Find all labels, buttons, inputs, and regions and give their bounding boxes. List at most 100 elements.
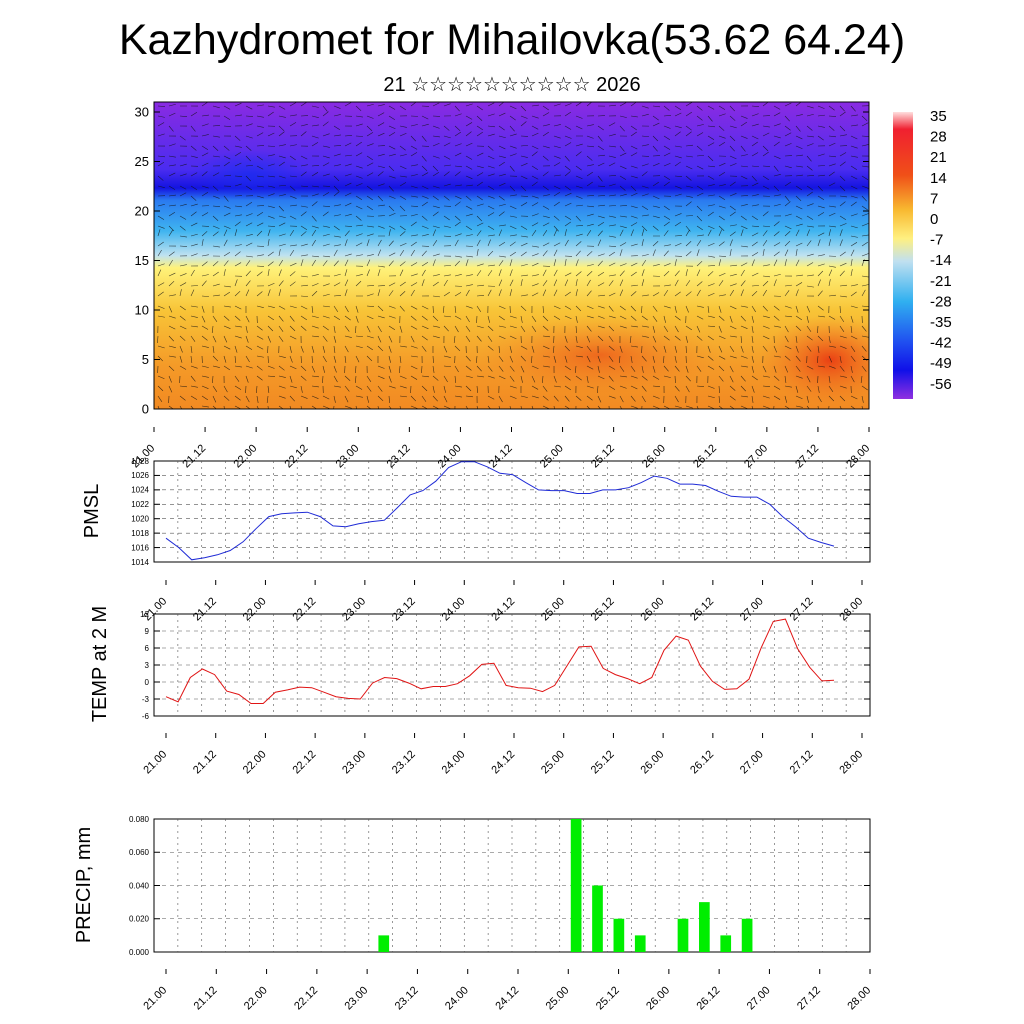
wind-barb xyxy=(223,174,231,177)
x-tick-label: 27.12 xyxy=(793,442,821,470)
pmsl-x-axis: 21.00 21.12 22.00 22.12 23.00 23.12 24.00 24.12… xyxy=(141,580,865,623)
wind-barb xyxy=(586,345,592,352)
wind-barb xyxy=(476,270,482,277)
wind-barb xyxy=(432,125,440,129)
wind-barb xyxy=(278,205,285,212)
wind-barb xyxy=(245,105,253,110)
wind-barb xyxy=(201,375,209,378)
wind-barb xyxy=(663,221,670,227)
wind-barb xyxy=(311,135,319,139)
wind-barb xyxy=(806,191,813,197)
wind-barb xyxy=(828,239,831,247)
wind-barb xyxy=(311,105,319,108)
wind-barb xyxy=(542,131,549,137)
wind-barb xyxy=(817,185,824,192)
wind-barb xyxy=(498,161,505,167)
wind-barb xyxy=(729,405,735,409)
wind-barb xyxy=(608,133,616,137)
wind-barb xyxy=(707,135,715,140)
x-tick-label: 27.00 xyxy=(742,442,770,470)
wind-barb xyxy=(344,225,353,227)
wind-barb xyxy=(311,405,318,409)
wind-barb xyxy=(388,252,396,257)
wind-barb xyxy=(388,125,396,130)
wind-barb xyxy=(190,195,197,201)
wind-barb xyxy=(619,405,623,409)
wind-barb xyxy=(608,395,616,399)
wind-barb xyxy=(718,259,722,267)
wind-barb xyxy=(707,265,716,267)
wind-barb xyxy=(641,355,647,362)
wind-barb xyxy=(432,239,438,247)
wind-barb xyxy=(828,365,836,369)
wind-barb xyxy=(157,375,165,380)
wind-barb xyxy=(795,135,803,140)
wind-barb xyxy=(157,175,164,181)
wind-barb xyxy=(311,255,319,258)
wind-barb xyxy=(223,239,228,247)
wind-barb xyxy=(553,259,557,267)
wind-barb xyxy=(311,193,319,197)
wind-barb xyxy=(553,405,555,409)
wind-barb xyxy=(234,385,242,390)
wind-barb xyxy=(311,355,313,364)
wind-barb xyxy=(509,215,517,218)
wind-barb xyxy=(751,225,759,227)
x-tick-label: 28.00 xyxy=(837,748,865,776)
wind-barb xyxy=(344,102,352,107)
wind-barb xyxy=(597,145,604,151)
wind-barb xyxy=(674,325,679,333)
wind-barb xyxy=(421,335,428,341)
wind-barb xyxy=(729,181,736,187)
wind-barb xyxy=(685,144,693,147)
wind-barb xyxy=(542,105,549,111)
wind-barb xyxy=(421,135,427,142)
wind-barb xyxy=(333,153,341,157)
precip-bar xyxy=(699,902,710,952)
wind-barb xyxy=(729,125,737,129)
wind-barb xyxy=(652,115,659,121)
wind-barb xyxy=(663,325,669,333)
precip-bar xyxy=(720,935,732,952)
x-tick-label: 23.00 xyxy=(342,984,370,1012)
wind-barb xyxy=(421,250,427,257)
wind-barb xyxy=(278,385,286,389)
wind-barb xyxy=(201,395,208,401)
wind-barb xyxy=(795,114,803,117)
wind-barb xyxy=(509,315,517,319)
wind-barb xyxy=(300,315,308,321)
wind-barb xyxy=(795,174,803,177)
wind-barb xyxy=(399,242,407,247)
wind-barb xyxy=(157,355,164,362)
wind-barb xyxy=(476,335,482,342)
wind-barb xyxy=(729,231,736,237)
wind-barb xyxy=(278,335,284,342)
wind-barb xyxy=(564,142,572,147)
wind-barb xyxy=(201,335,208,341)
wind-barb xyxy=(168,365,175,372)
wind-barb xyxy=(366,254,374,257)
wind-barb xyxy=(685,201,692,207)
wind-barb xyxy=(839,355,842,363)
wind-barb xyxy=(520,305,527,312)
wind-barb xyxy=(696,145,703,151)
wind-barb xyxy=(861,135,869,137)
wind-barb xyxy=(300,305,308,310)
wind-barb xyxy=(465,195,472,201)
wind-barb xyxy=(707,325,715,328)
wind-barb xyxy=(674,155,682,159)
wind-barb xyxy=(157,335,159,344)
wind-barb xyxy=(608,365,616,370)
wind-barb xyxy=(234,175,243,177)
wind-barb xyxy=(256,395,259,403)
wind-barb xyxy=(641,375,648,381)
wind-barb xyxy=(366,155,374,161)
wind-barb xyxy=(421,215,428,221)
wind-barb xyxy=(740,289,744,297)
wind-barb xyxy=(685,225,691,232)
x-tick-label: 22.12 xyxy=(290,595,318,623)
wind-barb xyxy=(366,205,374,211)
wind-barb xyxy=(806,165,813,171)
wind-barb xyxy=(201,171,208,177)
